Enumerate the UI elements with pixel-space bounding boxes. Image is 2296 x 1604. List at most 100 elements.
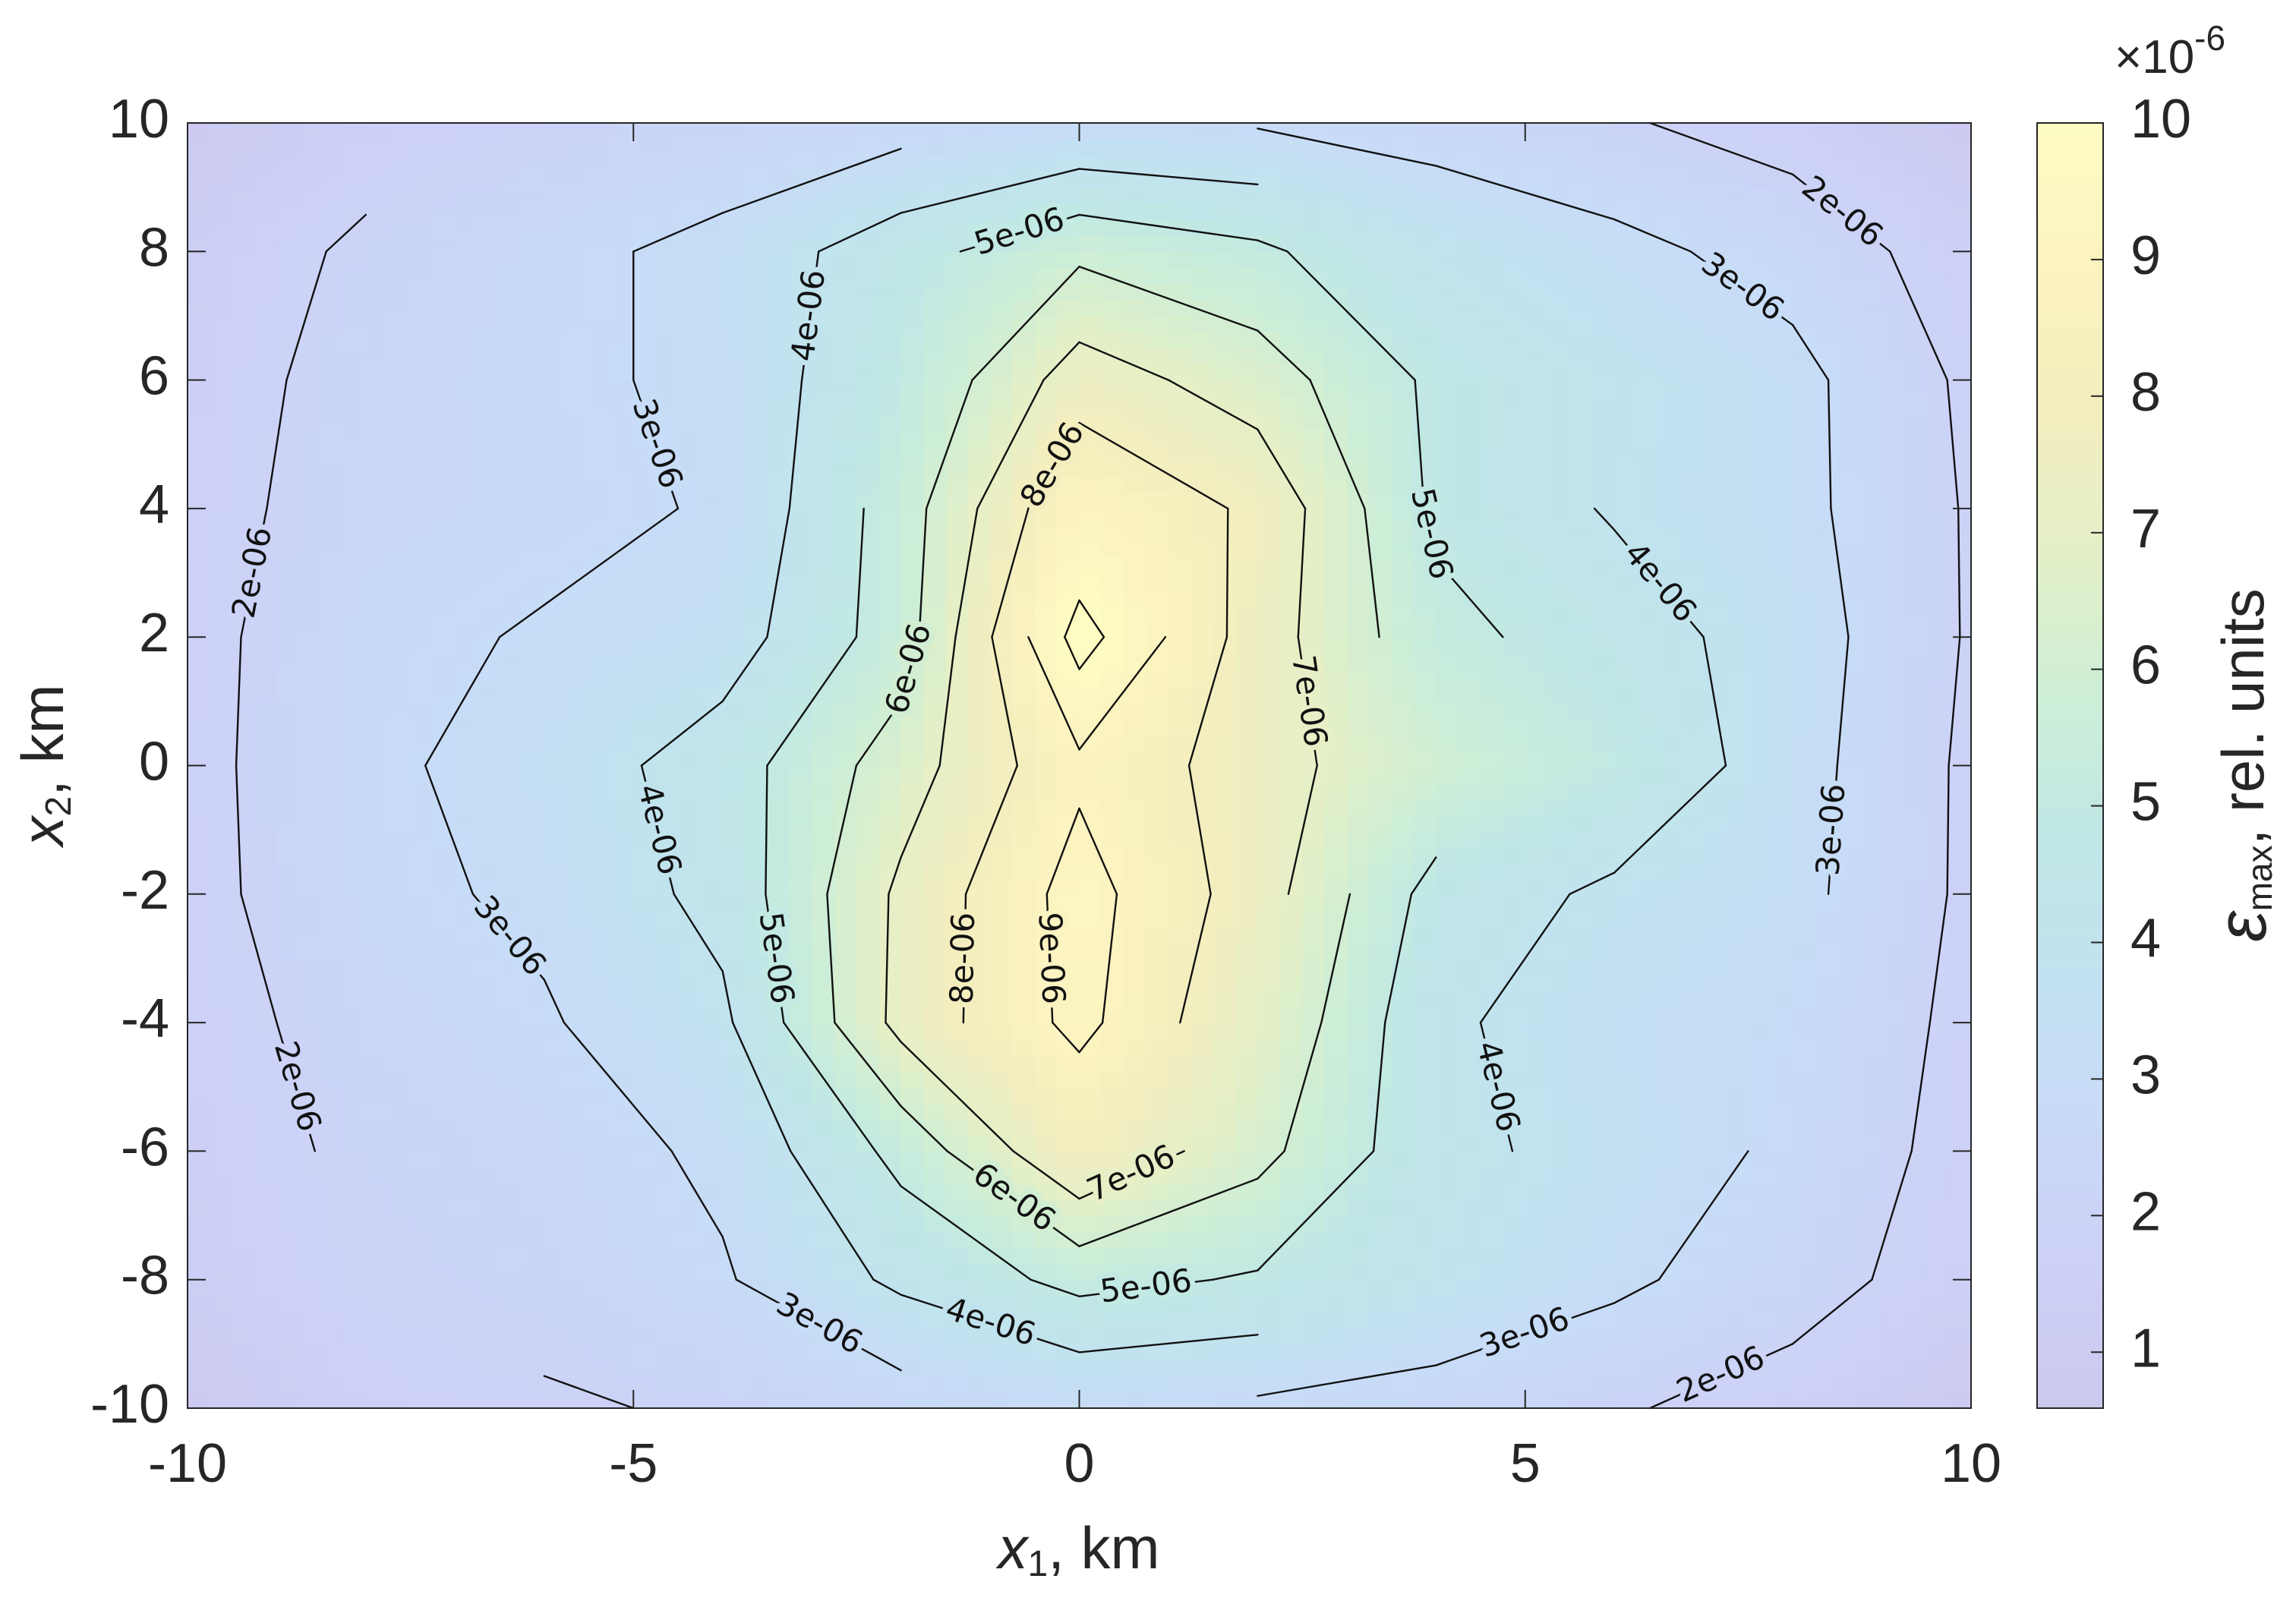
field-cell bbox=[1681, 1231, 1705, 1249]
field-cell bbox=[655, 1006, 679, 1023]
field-cell bbox=[500, 476, 523, 493]
field-cell bbox=[1703, 1312, 1727, 1328]
field-cell bbox=[1591, 1102, 1615, 1120]
field-cell bbox=[588, 1070, 612, 1088]
field-cell bbox=[1837, 1119, 1860, 1136]
field-cell bbox=[1279, 588, 1303, 606]
field-cell bbox=[321, 588, 345, 606]
field-cell bbox=[856, 1086, 880, 1104]
field-cell bbox=[1012, 909, 1036, 927]
field-cell bbox=[522, 1183, 545, 1200]
field-cell bbox=[1815, 1135, 1838, 1152]
field-cell bbox=[812, 1167, 835, 1184]
field-cell bbox=[990, 1054, 1014, 1072]
field-cell bbox=[588, 1102, 612, 1120]
field-cell bbox=[254, 1199, 278, 1216]
field-cell bbox=[432, 572, 456, 590]
field-cell bbox=[1213, 1086, 1236, 1104]
field-cell bbox=[812, 476, 835, 493]
field-cell bbox=[188, 1167, 211, 1184]
field-cell bbox=[700, 395, 724, 413]
field-cell bbox=[1146, 1070, 1169, 1088]
field-cell bbox=[633, 909, 657, 927]
field-cell bbox=[1569, 1344, 1593, 1361]
field-cell bbox=[1859, 909, 1883, 927]
field-cell bbox=[1793, 637, 1816, 654]
field-cell bbox=[1168, 1376, 1192, 1393]
field-cell bbox=[210, 797, 233, 815]
field-cell bbox=[856, 588, 880, 606]
field-cell bbox=[522, 942, 545, 960]
field-cell bbox=[1881, 1006, 1905, 1023]
field-cell bbox=[722, 380, 746, 397]
field-cell bbox=[722, 1119, 746, 1136]
field-cell bbox=[343, 1391, 367, 1409]
field-cell bbox=[1703, 1391, 1727, 1409]
field-cell bbox=[1124, 990, 1147, 1007]
field-cell bbox=[1279, 797, 1303, 815]
field-cell bbox=[1569, 1102, 1593, 1120]
field-cell bbox=[522, 701, 545, 718]
field-cell bbox=[1124, 508, 1147, 525]
field-cell bbox=[1257, 765, 1281, 783]
field-cell bbox=[1279, 701, 1303, 718]
field-cell bbox=[1658, 1135, 1683, 1152]
field-cell bbox=[1793, 1119, 1816, 1136]
field-cell bbox=[812, 974, 835, 991]
field-cell bbox=[1591, 540, 1615, 558]
field-cell bbox=[1726, 942, 1749, 960]
field-cell bbox=[1859, 1167, 1883, 1184]
field-cell bbox=[1726, 1151, 1749, 1168]
field-cell bbox=[945, 893, 969, 911]
field-cell bbox=[745, 701, 768, 718]
field-cell bbox=[1257, 1151, 1281, 1168]
field-cell bbox=[856, 540, 880, 558]
field-cell bbox=[1324, 588, 1348, 606]
field-cell bbox=[298, 508, 322, 525]
field-cell bbox=[188, 813, 211, 830]
field-cell bbox=[1391, 669, 1414, 686]
field-cell bbox=[544, 1360, 567, 1377]
field-cell bbox=[410, 942, 434, 960]
field-cell bbox=[1815, 1167, 1838, 1184]
field-cell bbox=[856, 909, 880, 927]
field-cell bbox=[1101, 990, 1125, 1007]
field-cell bbox=[1346, 974, 1370, 991]
field-cell bbox=[566, 1183, 590, 1200]
field-cell bbox=[789, 1102, 812, 1120]
field-cell bbox=[588, 411, 612, 429]
field-cell bbox=[878, 1231, 902, 1249]
field-cell bbox=[1191, 588, 1214, 606]
field-cell bbox=[276, 1167, 300, 1184]
field-cell bbox=[1146, 846, 1169, 863]
field-cell bbox=[700, 830, 724, 847]
field-cell bbox=[432, 878, 456, 895]
field-cell bbox=[1726, 1183, 1749, 1200]
field-cell bbox=[745, 411, 768, 429]
field-cell bbox=[1257, 492, 1281, 509]
field-cell bbox=[1458, 878, 1481, 895]
field-cell bbox=[588, 572, 612, 590]
field-cell bbox=[1124, 540, 1147, 558]
field-cell bbox=[922, 1199, 947, 1216]
field-cell bbox=[1034, 1119, 1058, 1136]
field-cell bbox=[1391, 1167, 1414, 1184]
field-cell bbox=[1391, 444, 1414, 462]
field-cell bbox=[610, 572, 635, 590]
field-cell bbox=[588, 1360, 612, 1377]
field-cell bbox=[856, 1199, 880, 1216]
field-cell bbox=[1391, 1151, 1414, 1168]
field-cell bbox=[722, 653, 746, 670]
field-cell bbox=[945, 1199, 969, 1216]
field-cell bbox=[1302, 653, 1326, 670]
field-cell bbox=[1279, 878, 1303, 895]
field-cell bbox=[767, 862, 790, 879]
field-cell bbox=[1436, 1215, 1459, 1233]
field-cell bbox=[922, 1279, 947, 1297]
field-cell bbox=[812, 444, 835, 462]
field-cell bbox=[922, 1023, 947, 1040]
field-cell bbox=[1235, 444, 1259, 462]
field-cell bbox=[789, 781, 812, 799]
field-cell bbox=[967, 556, 991, 574]
field-cell bbox=[1503, 813, 1526, 830]
